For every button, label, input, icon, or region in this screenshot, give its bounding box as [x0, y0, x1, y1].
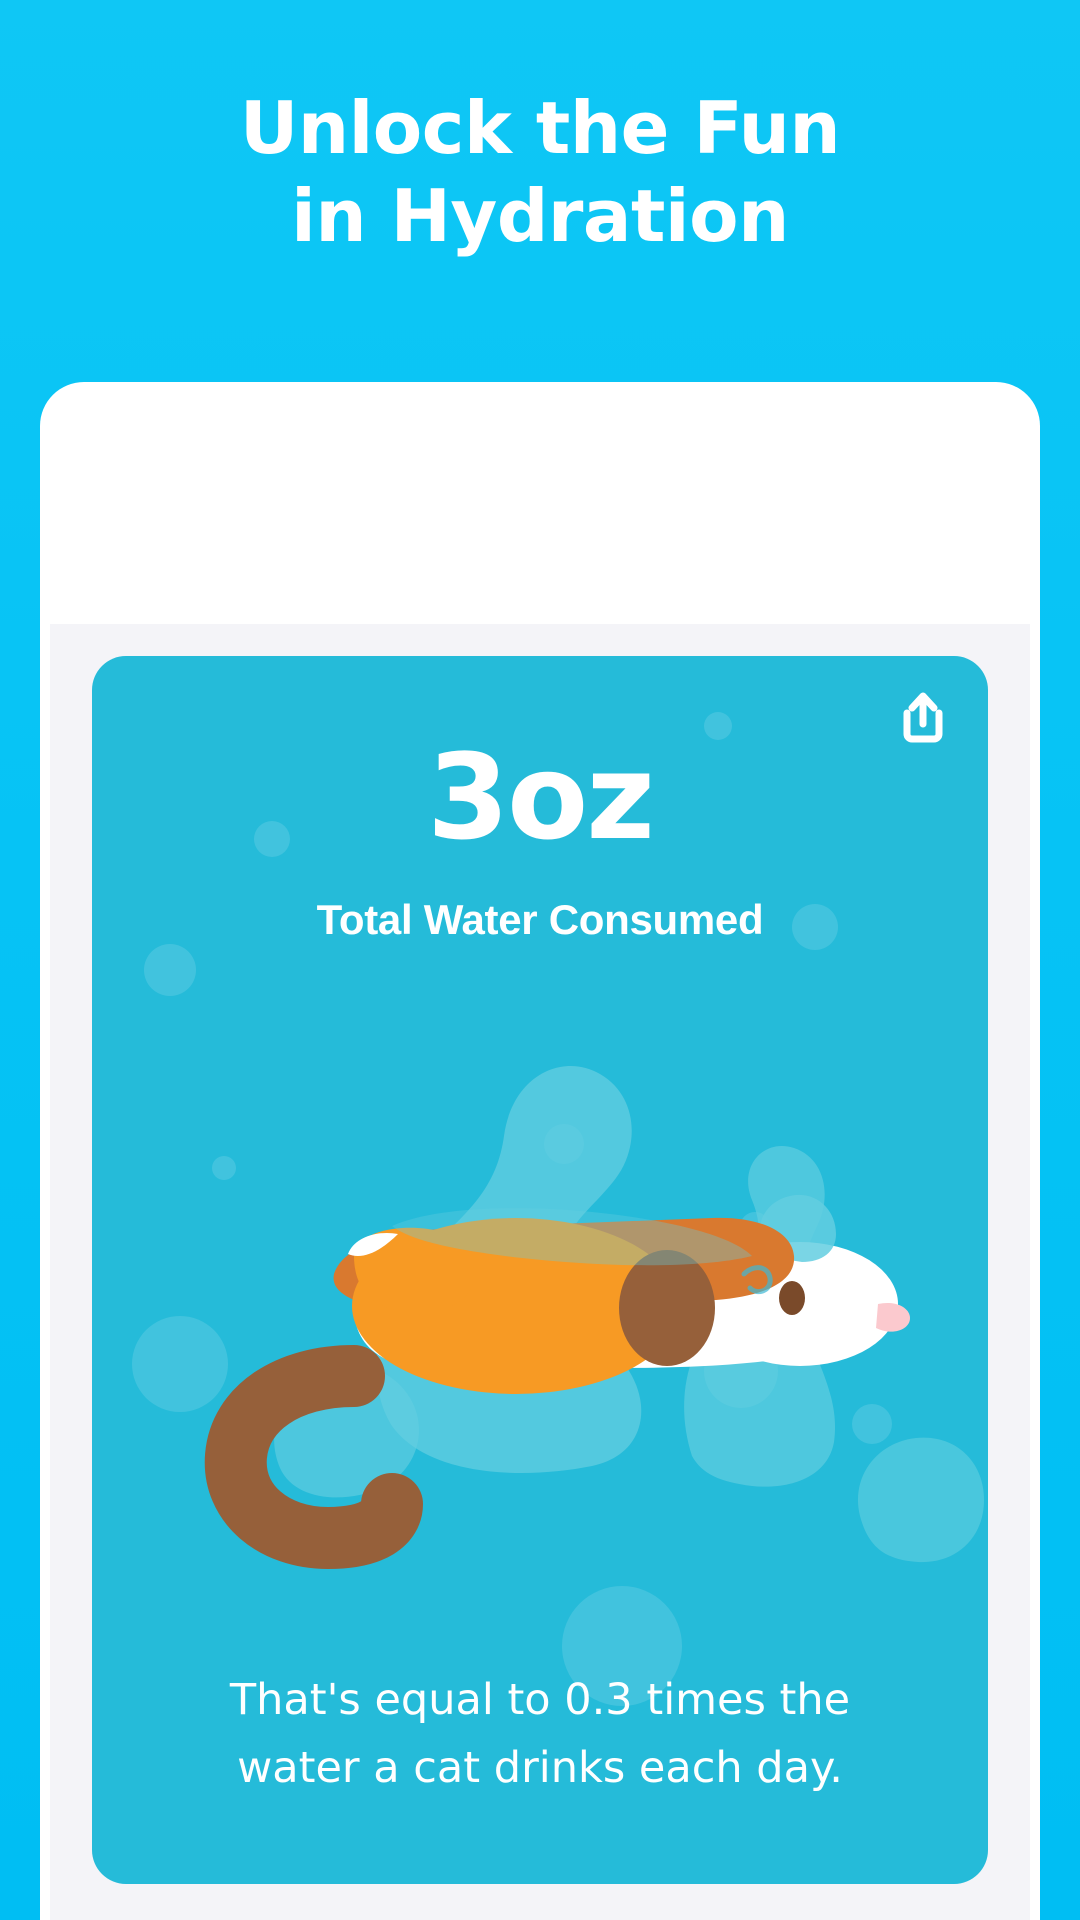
insight-caption: That's equal to 0.3 times the water a ca…	[132, 1666, 948, 1802]
total-value-label: Total Water Consumed	[316, 896, 764, 943]
cat-tail	[204, 1345, 423, 1570]
bubble-icon	[562, 1586, 682, 1706]
cat-front-paw	[619, 1250, 715, 1366]
bubble-icon	[852, 1404, 892, 1444]
bubble-icon	[704, 712, 732, 740]
caption-line-2: water a cat drinks each day.	[237, 1743, 843, 1793]
cat-nose	[876, 1302, 910, 1332]
water-veil	[392, 1208, 752, 1266]
bubble-icon	[212, 1156, 236, 1180]
total-value: 3oz	[427, 728, 655, 866]
bubble-icon	[792, 904, 838, 950]
cat-cheek-swirl	[741, 1265, 773, 1295]
cat-paw-white	[348, 1232, 398, 1256]
insight-card[interactable]: 3oz Total Water Consumed	[92, 656, 988, 1884]
phone-screen-card: Insights	[40, 382, 1040, 1920]
bubble-icon	[132, 1316, 228, 1412]
share-button[interactable]	[892, 686, 954, 748]
floating-cat-illustration	[92, 956, 988, 1576]
insights-content-area: 3oz Total Water Consumed	[50, 624, 1030, 1920]
share-icon	[903, 692, 943, 743]
caption-line-1: That's equal to 0.3 times the	[229, 1675, 851, 1725]
cat-haunch	[354, 1227, 474, 1313]
headline-line-1: Unlock the Fun	[239, 86, 841, 170]
cat-water-scene	[204, 1065, 984, 1570]
bubble-icon	[144, 944, 196, 996]
bubble-icon	[254, 821, 290, 857]
page-title: Unlock the Fun in Hydration	[0, 84, 1080, 260]
cat-eye	[779, 1281, 805, 1315]
headline-line-2: in Hydration	[291, 174, 789, 258]
